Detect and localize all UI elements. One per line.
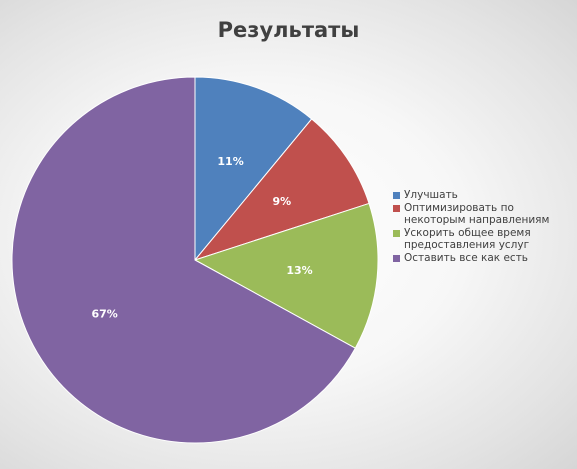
slice-data-label: 9% — [272, 195, 291, 208]
legend-item: Оптимизировать по некоторым направлениям — [393, 202, 577, 226]
pie-slice — [11, 76, 357, 444]
legend-label: Оставить все как есть — [404, 252, 528, 264]
slice-data-label: 67% — [91, 307, 117, 320]
legend-label: Улучшать — [404, 189, 458, 201]
legend: Улучшать Оптимизировать по некоторым напр… — [393, 189, 577, 265]
legend-swatch — [393, 205, 400, 212]
pie-slice — [193, 202, 379, 349]
legend-swatch — [393, 192, 400, 199]
legend-label: Ускорить общее время предоставления услу… — [404, 227, 531, 251]
pie-slice — [194, 76, 313, 262]
slice-data-label: 13% — [286, 264, 312, 277]
pie-slice — [193, 118, 370, 262]
legend-item: Ускорить общее время предоставления услу… — [393, 227, 577, 251]
legend-label: Оптимизировать по некоторым направлениям — [404, 202, 550, 226]
slice-data-label: 11% — [217, 155, 243, 168]
legend-swatch — [393, 230, 400, 237]
legend-item: Улучшать — [393, 189, 577, 201]
legend-swatch — [393, 255, 400, 262]
legend-item: Оставить все как есть — [393, 252, 577, 264]
chart-title: Результаты — [217, 18, 360, 42]
